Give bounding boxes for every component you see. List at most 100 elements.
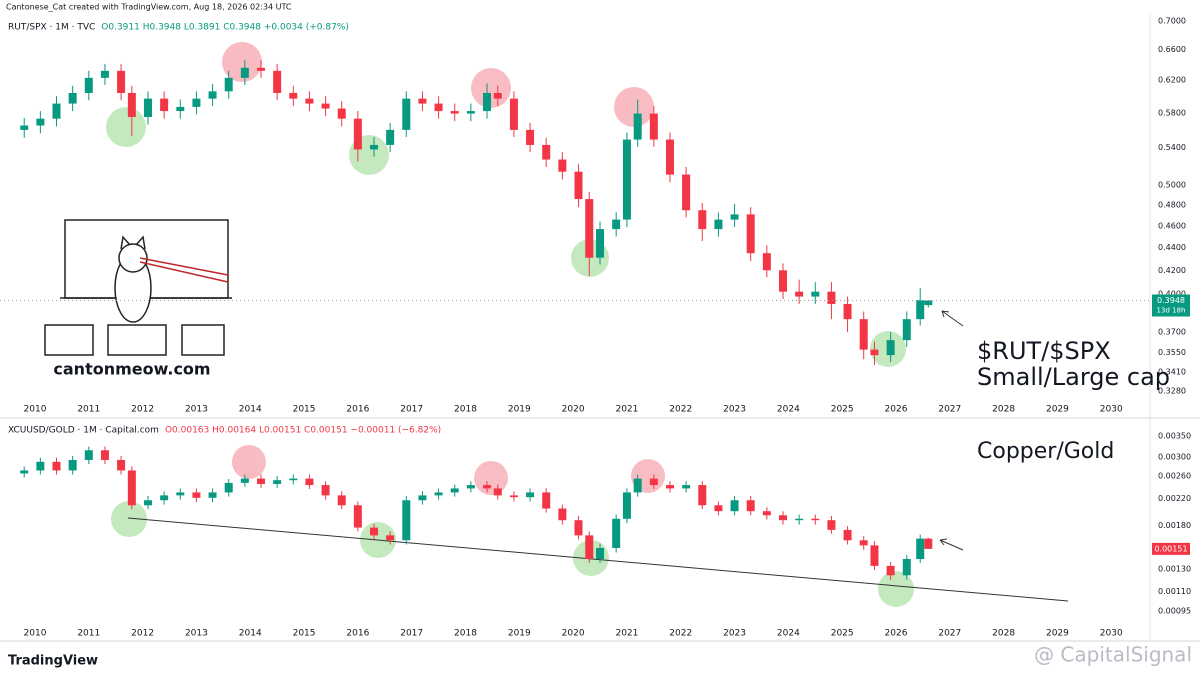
candle-body xyxy=(273,70,282,93)
candle-body xyxy=(36,461,45,471)
y-tick-label: 0.5400 xyxy=(1158,143,1186,152)
pane-legend: O0.00163 H0.00164 L0.00151 C0.00151 −0.0… xyxy=(165,426,441,436)
candle-body xyxy=(886,340,895,356)
candle-body xyxy=(192,98,201,107)
red-circle xyxy=(222,42,262,82)
candle-body xyxy=(20,125,29,130)
candle-body xyxy=(493,488,502,496)
candle-body xyxy=(192,492,201,498)
candle-body xyxy=(665,485,674,489)
candle-body xyxy=(795,291,804,297)
candle-body xyxy=(698,210,707,230)
candle-body xyxy=(633,478,642,493)
y-tick-label: 0.4000 xyxy=(1158,290,1186,299)
y-tick-label: 0.3550 xyxy=(1158,348,1186,357)
x-tick-label: 2019 xyxy=(508,629,531,639)
candle-body xyxy=(68,459,77,471)
candle-body xyxy=(870,545,879,566)
y-tick-label: 0.4400 xyxy=(1158,243,1186,252)
candle-body xyxy=(902,559,911,576)
x-tick-label: 2025 xyxy=(831,405,854,415)
y-tick-label: 0.00095 xyxy=(1158,607,1191,616)
candle-body xyxy=(224,482,233,493)
candle-body xyxy=(762,511,771,516)
candle-body xyxy=(612,518,621,548)
red-circle xyxy=(474,461,508,495)
x-tick-label: 2023 xyxy=(723,629,746,639)
x-tick-label: 2016 xyxy=(346,405,369,415)
candle-body xyxy=(886,565,895,576)
x-tick-label: 2023 xyxy=(723,405,746,415)
candle-body xyxy=(337,495,346,506)
x-tick-label: 2013 xyxy=(185,405,208,415)
candle-body xyxy=(370,144,379,150)
y-tick-label: 0.00180 xyxy=(1158,521,1191,530)
candle-body xyxy=(542,144,551,160)
x-tick-label: 2014 xyxy=(239,405,262,415)
candle-body xyxy=(827,291,836,304)
candle-body xyxy=(402,500,411,541)
candle-body xyxy=(574,520,583,536)
red-circle xyxy=(614,87,654,127)
x-tick-label: 2018 xyxy=(454,629,477,639)
candle-body xyxy=(143,98,152,117)
candle-body xyxy=(746,214,755,254)
y-tick-label: 0.00220 xyxy=(1158,494,1191,503)
candle-body xyxy=(585,199,594,258)
candle-body xyxy=(127,470,136,506)
candle-body xyxy=(100,70,109,78)
x-tick-label: 2020 xyxy=(562,405,585,415)
candle-body xyxy=(483,485,492,489)
candle-body xyxy=(127,92,136,117)
candle-body xyxy=(509,495,518,498)
candle-body xyxy=(649,113,658,140)
y-tick-label: 0.4600 xyxy=(1158,221,1186,230)
pane-legend: O0.3911 H0.3948 L0.3891 C0.3948 +0.0034 … xyxy=(101,23,349,33)
candle-body xyxy=(526,492,535,498)
candle-body xyxy=(622,139,631,220)
y-tick-label: 0.6200 xyxy=(1158,76,1186,85)
desk xyxy=(181,324,225,356)
x-tick-label: 2022 xyxy=(669,405,692,415)
x-tick-label: 2021 xyxy=(615,629,638,639)
annotation: Copper/Gold xyxy=(977,439,1114,464)
countdown: 13d 18h xyxy=(1157,307,1186,315)
candle-body xyxy=(117,70,126,93)
candle-body xyxy=(730,214,739,220)
pane-title: XCUUSD/GOLD · 1M · Capital.com xyxy=(8,426,159,436)
candle-body xyxy=(273,480,282,484)
x-tick-label: 2026 xyxy=(885,629,908,639)
candle-body xyxy=(36,118,45,126)
candle-body xyxy=(843,529,852,541)
x-tick-label: 2028 xyxy=(992,629,1015,639)
candle-body xyxy=(649,478,658,486)
last-price-box xyxy=(1152,294,1190,317)
candle-body xyxy=(52,461,61,471)
x-tick-label: 2020 xyxy=(562,629,585,639)
candle-body xyxy=(622,492,631,519)
candle-body xyxy=(100,450,109,460)
candle-body xyxy=(337,108,346,119)
x-tick-label: 2030 xyxy=(1100,629,1123,639)
x-tick-label: 2011 xyxy=(77,405,100,415)
cat-ears xyxy=(120,235,146,250)
x-tick-label: 2021 xyxy=(615,405,638,415)
x-tick-label: 2015 xyxy=(293,405,316,415)
candle-body xyxy=(321,485,330,496)
candle-body xyxy=(558,508,567,521)
candle-body xyxy=(84,450,93,460)
x-tick-label: 2013 xyxy=(185,629,208,639)
candle-body xyxy=(778,270,787,292)
green-circle xyxy=(878,571,914,607)
candle-body xyxy=(924,300,933,306)
candle-body xyxy=(256,67,265,71)
arrow xyxy=(941,310,964,327)
last-price-label: 0.00151 xyxy=(1154,544,1187,553)
candle-body xyxy=(811,518,820,521)
candle-body xyxy=(916,300,925,320)
x-tick-label: 2022 xyxy=(669,629,692,639)
candle-body xyxy=(746,500,755,512)
candle-body xyxy=(289,478,298,481)
